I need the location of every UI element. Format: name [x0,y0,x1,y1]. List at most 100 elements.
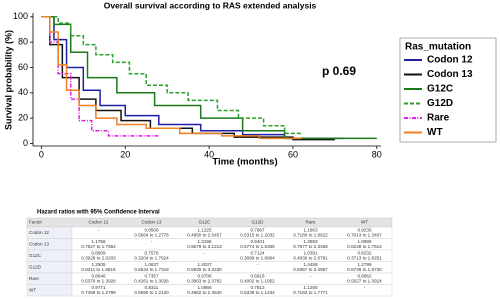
table-hr: 0.7357 [144,273,158,278]
table-ci: 0.5930 to 3.3230 [187,267,222,272]
table-ci: 0.4962 to 2.4540 [187,290,222,295]
table-ci: 0.5627 to 1.3924 [347,279,382,284]
table-hr: 1.4037 [197,262,211,267]
legend-label: Codon 12 [427,55,473,66]
table-hr: 0.9235 [357,227,371,232]
table-hr: 0.7967 [250,227,264,232]
table-ci: 0.3099 to 1.6864 [240,256,275,261]
x-tick-label: 20 [120,149,130,159]
table-ci: 0.7180 to 1.8622 [293,233,328,238]
table-factor: Codon 13 [29,241,49,246]
x-tick-label: 0 [39,149,44,159]
table-ci: 0.4002 to 1.1952 [240,279,275,284]
table-ci: 0.8311 to 1.8815 [81,267,116,272]
table-row [71,226,393,239]
y-axis-label: Survival probability (%) [3,30,13,130]
annotation: p 0.69 [322,64,356,78]
table-header: Codon 13 [142,220,162,225]
table-hr: 1.0391 [303,250,317,255]
table-header: Codon 12 [89,220,109,225]
legend-title: Ras_mutation [405,42,471,53]
table-ci: 0.7013 to 1.3407 [347,233,382,238]
table-ci: 0.7827 to 1.7654 [81,244,116,249]
table-ci: 0.8367 to 2.4987 [293,267,328,272]
table-hr: 1.1663 [303,227,317,232]
table-ci: 0.3204 to 1.7924 [134,256,169,261]
table-header: Rare [306,220,316,225]
table-ci: 0.5774 to 1.5305 [240,244,275,249]
table-row [71,249,393,262]
table-cell: - [151,239,153,244]
table-cell: - [257,262,259,267]
survival-curve [41,16,302,140]
table-factor: WT [29,287,36,292]
table-hr: 0.9401 [250,239,264,244]
table-ci: 0.3928 to 2.0203 [81,256,116,261]
table-hr: 0.8506 [144,227,158,232]
table-ci: 0.5315 to 1.2032 [240,233,275,238]
table-ci: 0.4030 to 2.6791 [293,256,328,261]
table-ci: 0.7459 to 1.2799 [81,290,116,295]
table-ci: 0.3713 to 1.8251 [347,256,382,261]
survival-curve [41,16,159,137]
y-tick-label: 40 [18,87,28,97]
y-tick-label: 80 [18,37,28,47]
table-hr: 1.1225 [197,227,211,232]
x-axis-label: Time (months) [212,157,277,168]
legend-label: Codon 13 [427,69,473,80]
table-hr: 0.8646 [91,273,105,278]
table-row [71,261,393,274]
table-ci: 0.5579 to 3.1213 [187,244,222,249]
table-hr: 1.1290 [303,285,317,290]
table-cell: - [204,250,206,255]
table-hr: 0.7124 [250,250,264,255]
table-hr: 1.2505 [91,262,105,267]
table-hr: 1.0966 [197,285,211,290]
legend-label: G12C [427,84,453,95]
table-ci: 0.5664 to 1.2776 [134,233,169,238]
table-cell: - [98,227,100,232]
table-header: G12C [198,220,211,225]
x-tick-label: 80 [372,149,382,159]
table-ci: 0.5690 to 1.2140 [134,290,169,295]
table-hr: 0.8232 [357,250,371,255]
table-ci: 0.4261 to 1.3026 [134,279,169,284]
y-tick-label: 100 [13,11,28,21]
survival-curve [41,16,302,135]
table-hr: 1.3196 [197,239,211,244]
y-tick-label: 20 [18,113,28,123]
table-row [71,284,393,297]
table-hr: 0.8862 [357,273,371,278]
chart-title: Overall survival according to RAS extend… [104,0,317,10]
table-ci: 0.6534 to 1.7318 [134,267,169,272]
x-tick-label: 40 [204,149,214,159]
table-ci: 0.4950 to 2.5457 [187,233,222,238]
table-hr: 1.4459 [303,262,317,267]
table-hr: 0.6916 [250,273,264,278]
table-factor: G12C [29,253,42,258]
table-row [71,272,393,285]
table-hr: 1.1756 [91,239,105,244]
table-ci: 0.3963 to 2.3782 [187,279,222,284]
table-header: G12D [251,220,264,225]
table-hr: 0.9771 [91,285,105,290]
legend-label: G12D [427,98,453,109]
table-hr: 1.2799 [357,262,371,267]
table-ci: 0.8238 to 1.7514 [347,244,382,249]
table-hr: 0.7813 [250,285,264,290]
table-hr: 0.7578 [144,250,158,255]
table-ci: 0.8746 to 1.8730 [347,267,382,272]
table-hr: 0.9708 [197,273,211,278]
table-ci: 0.7182 to 1.7771 [293,290,328,295]
y-tick-label: 60 [18,62,28,72]
table-factor: G12D [29,264,42,269]
table-hr: 0.8311 [145,285,159,290]
survival-curve [41,16,344,140]
table-hr: 1.3593 [303,239,317,244]
table-ci: 0.5370 to 1.3928 [81,279,116,284]
legend-label: WT [427,127,443,138]
table-hr: 0.8909 [91,250,105,255]
table-header: WT [361,220,368,225]
table-header: Factor [29,220,42,225]
